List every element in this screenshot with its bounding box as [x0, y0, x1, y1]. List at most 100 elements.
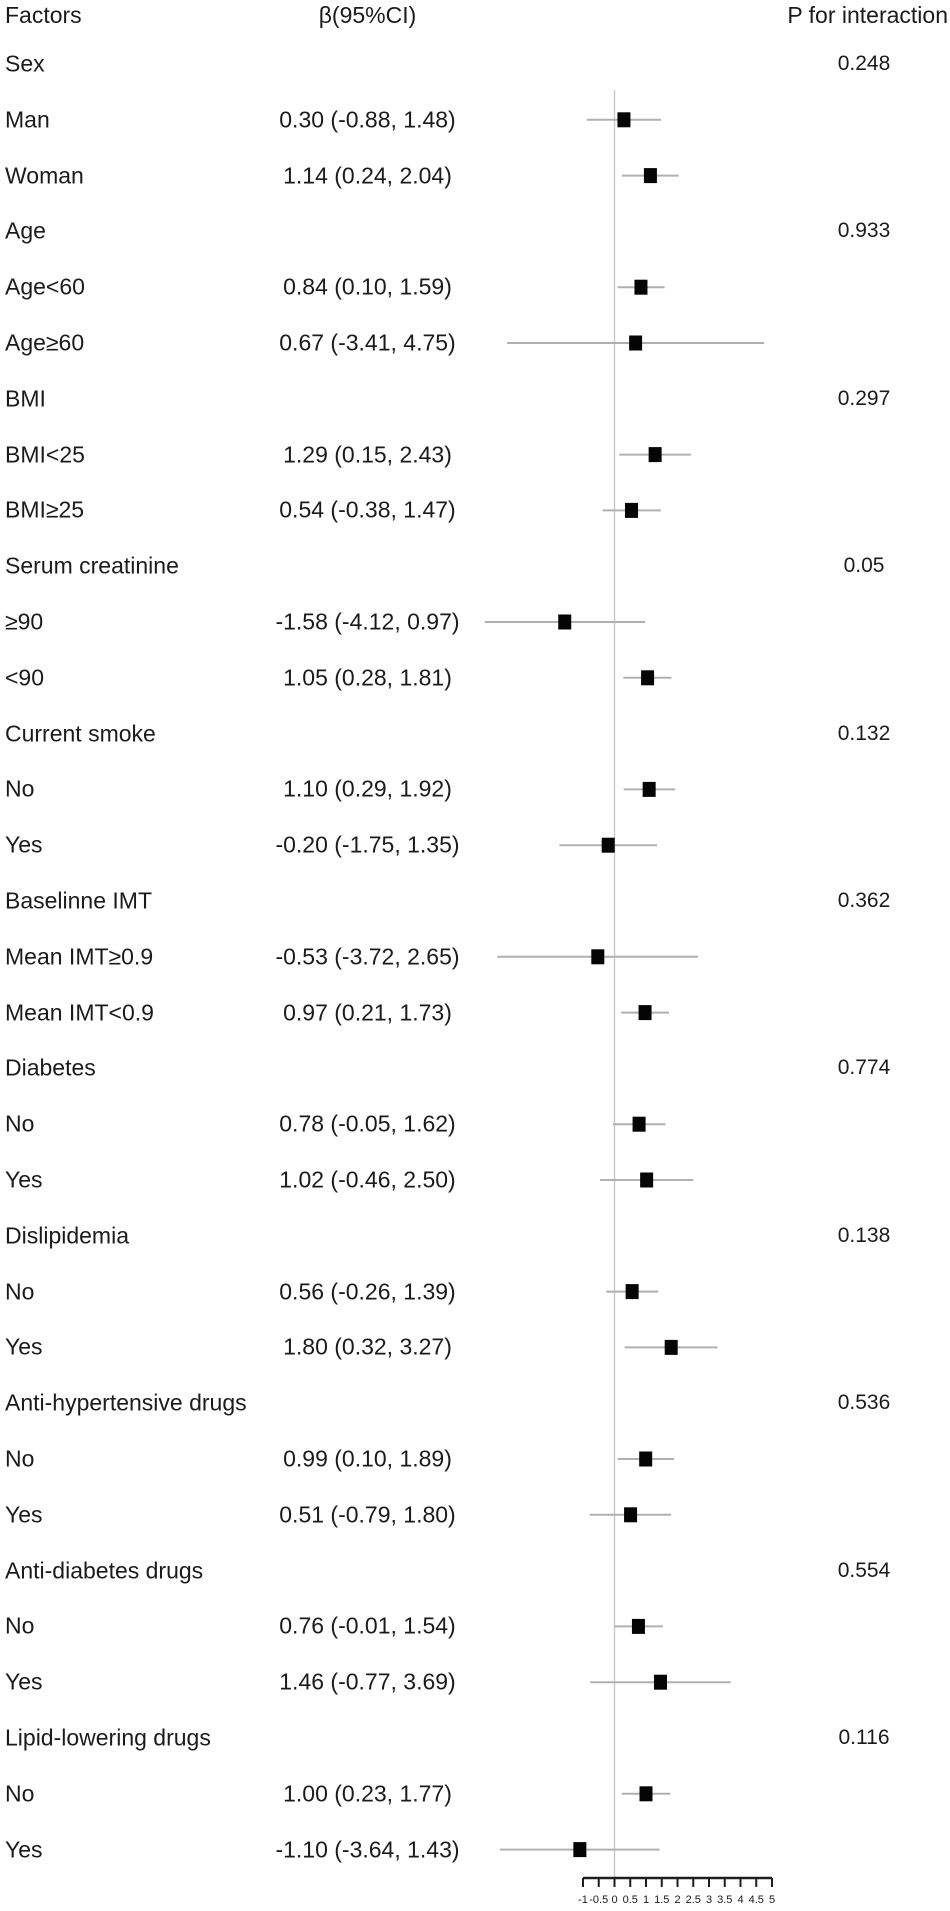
subgroup-row: ≥90 -1.58 (-4.12, 0.97)	[0, 594, 950, 650]
p-interaction-value: 0.933	[837, 219, 891, 243]
beta-ci-value: 0.97 (0.21, 1.73)	[283, 999, 452, 1026]
factor-group-row: Current smoke 0.132	[0, 706, 950, 762]
point-estimate-marker	[643, 168, 657, 184]
point-estimate-marker	[629, 335, 643, 351]
point-estimate-marker	[601, 837, 615, 853]
subgroup-row: Age<60 0.84 (0.10, 1.59)	[0, 259, 950, 315]
x-axis-tick-label: 2.5	[686, 1894, 701, 1906]
subgroup-row: No 0.56 (-0.26, 1.39)	[0, 1264, 950, 1320]
subgroup-label: BMI≥25	[5, 496, 85, 523]
point-estimate-marker	[625, 1284, 639, 1300]
beta-ci-value: 1.10 (0.29, 1.92)	[283, 775, 452, 802]
column-header-p-interaction: P for interaction	[787, 2, 948, 28]
beta-ci-value: 1.46 (-0.77, 3.69)	[279, 1668, 456, 1695]
point-estimate-marker	[573, 1842, 587, 1858]
point-estimate-marker	[558, 614, 572, 630]
beta-ci-value: -1.10 (-3.64, 1.43)	[275, 1836, 460, 1863]
subgroup-label: Mean IMT<0.9	[5, 999, 154, 1026]
subgroup-row: Yes 0.51 (-0.79, 1.80)	[0, 1487, 950, 1543]
beta-ci-value: 1.00 (0.23, 1.77)	[283, 1780, 452, 1807]
x-axis-tick-label: 2	[674, 1894, 680, 1906]
subgroup-label: Yes	[5, 1836, 43, 1863]
subgroup-label: Yes	[5, 831, 43, 858]
subgroup-row: BMI≥25 0.54 (-0.38, 1.47)	[0, 482, 950, 538]
column-header-factors: Factors	[5, 2, 82, 28]
subgroup-label: Yes	[5, 1333, 43, 1360]
subgroup-label: BMI<25	[5, 441, 85, 468]
point-estimate-marker	[638, 1005, 652, 1021]
subgroup-label: No	[5, 1780, 35, 1807]
point-estimate-marker	[591, 949, 605, 965]
subgroup-label: ≥90	[5, 608, 44, 635]
subgroup-row: Man 0.30 (-0.88, 1.48)	[0, 92, 950, 148]
subgroup-row: Age≥60 0.67 (-3.41, 4.75)	[0, 315, 950, 371]
factor-label: Sex	[5, 50, 45, 77]
point-estimate-marker	[617, 112, 631, 128]
factor-label: BMI	[5, 385, 46, 412]
subgroup-row: Mean IMT≥0.9 -0.53 (-3.72, 2.65)	[0, 929, 950, 985]
factor-label: Baselinne IMT	[5, 887, 153, 914]
beta-ci-value: -0.20 (-1.75, 1.35)	[275, 831, 460, 858]
beta-ci-value: 0.56 (-0.26, 1.39)	[279, 1278, 456, 1305]
beta-ci-value: 0.99 (0.10, 1.89)	[283, 1445, 452, 1472]
point-estimate-marker	[632, 1116, 646, 1132]
subgroup-row: BMI<25 1.29 (0.15, 2.43)	[0, 427, 950, 483]
x-axis-tick-label: 4	[737, 1894, 743, 1906]
subgroup-label: No	[5, 1445, 35, 1472]
factor-label: Diabetes	[5, 1054, 96, 1081]
beta-ci-value: 1.29 (0.15, 2.43)	[283, 441, 452, 468]
factor-group-row: Baselinne IMT 0.362	[0, 873, 950, 929]
subgroup-label: Mean IMT≥0.9	[5, 943, 154, 970]
factor-group-row: Dislipidemia 0.138	[0, 1208, 950, 1264]
column-header-beta-ci: β(95%CI)	[318, 2, 417, 28]
beta-ci-value: 1.02 (-0.46, 2.50)	[279, 1166, 456, 1193]
subgroup-row: <90 1.05 (0.28, 1.81)	[0, 650, 950, 706]
subgroup-row: No 1.00 (0.23, 1.77)	[0, 1766, 950, 1822]
subgroup-row: Yes -1.10 (-3.64, 1.43)	[0, 1822, 950, 1878]
subgroup-row: Yes 1.46 (-0.77, 3.69)	[0, 1654, 950, 1710]
x-axis-tick-label: -1	[578, 1894, 588, 1906]
factor-label: Serum creatinine	[5, 552, 179, 579]
x-axis-tick-label: 3.5	[717, 1894, 732, 1906]
beta-ci-value: 0.67 (-3.41, 4.75)	[279, 329, 456, 356]
p-interaction-value: 0.774	[837, 1056, 891, 1080]
subgroup-row: Woman 1.14 (0.24, 2.04)	[0, 148, 950, 204]
x-axis-tick-label: 1	[643, 1894, 649, 1906]
point-estimate-marker	[631, 1618, 645, 1634]
subgroup-row: No 0.76 (-0.01, 1.54)	[0, 1598, 950, 1654]
factor-label: Lipid-lowering drugs	[5, 1724, 211, 1751]
subgroup-label: No	[5, 1612, 35, 1639]
beta-ci-value: -1.58 (-4.12, 0.97)	[275, 608, 460, 635]
x-axis-tick-label: 1.5	[654, 1894, 669, 1906]
subgroup-label: No	[5, 1278, 35, 1305]
point-estimate-marker	[634, 279, 648, 295]
x-axis-tick-label: 0.5	[623, 1894, 638, 1906]
p-interaction-value: 0.05	[843, 554, 885, 578]
point-estimate-marker	[639, 1786, 653, 1802]
subgroup-label: Yes	[5, 1668, 43, 1695]
p-interaction-value: 0.297	[837, 386, 891, 410]
x-axis-tick-label: -0.5	[589, 1894, 608, 1906]
subgroup-row: Mean IMT<0.9 0.97 (0.21, 1.73)	[0, 985, 950, 1041]
factor-label: Anti-diabetes drugs	[5, 1557, 204, 1584]
p-interaction-value: 0.248	[837, 52, 891, 75]
subgroup-label: Woman	[5, 162, 84, 189]
beta-ci-value: 1.14 (0.24, 2.04)	[283, 162, 452, 189]
subgroup-row: No 1.10 (0.29, 1.92)	[0, 761, 950, 817]
point-estimate-marker	[648, 447, 662, 463]
beta-ci-value: 0.30 (-0.88, 1.48)	[279, 106, 456, 133]
point-estimate-marker	[641, 670, 655, 686]
beta-ci-value: 1.05 (0.28, 1.81)	[283, 664, 452, 691]
beta-ci-value: 1.80 (0.32, 3.27)	[283, 1333, 452, 1360]
beta-ci-value: -0.53 (-3.72, 2.65)	[275, 943, 460, 970]
x-axis-tick-label: 5	[769, 1894, 775, 1906]
factor-group-row: Serum creatinine 0.05	[0, 538, 950, 594]
point-estimate-marker	[664, 1339, 678, 1355]
x-axis-tick-label: 0	[611, 1894, 617, 1906]
beta-ci-value: 0.54 (-0.38, 1.47)	[279, 496, 456, 523]
subgroup-label: <90	[5, 664, 45, 691]
beta-ci-value: 0.78 (-0.05, 1.62)	[279, 1110, 456, 1137]
factor-group-row: Lipid-lowering drugs 0.116	[0, 1710, 950, 1766]
